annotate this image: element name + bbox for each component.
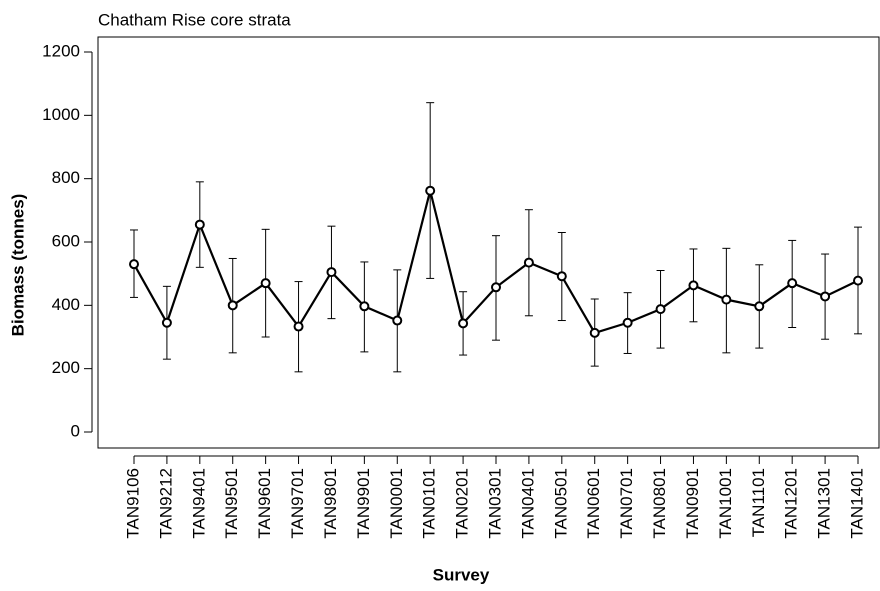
point — [326, 267, 337, 278]
point — [523, 257, 534, 268]
y-tick-label: 1000 — [42, 105, 80, 124]
x-tick-label: TAN0501 — [551, 468, 570, 539]
point — [293, 321, 304, 332]
point — [820, 291, 831, 302]
point — [129, 259, 139, 270]
plot-frame — [97, 36, 880, 449]
x-tick-label: TAN9701 — [288, 468, 307, 539]
x-tick-label: TAN0601 — [584, 468, 603, 539]
point — [359, 301, 370, 312]
x-tick-label: TAN0701 — [617, 468, 636, 539]
point — [721, 294, 732, 305]
x-tick-label: TAN9212 — [156, 468, 175, 539]
point — [589, 327, 600, 338]
chart-title: Chatham Rise core strata — [98, 10, 291, 29]
x-tick-label: TAN9601 — [255, 468, 274, 539]
x-tick-label: TAN1201 — [782, 468, 801, 539]
point — [161, 317, 172, 328]
y-tick-label: 200 — [52, 358, 80, 377]
x-tick-label: TAN0201 — [453, 468, 472, 539]
x-tick-label: TAN9801 — [321, 468, 340, 539]
point — [194, 219, 205, 230]
point — [787, 278, 798, 289]
point — [853, 275, 863, 286]
point — [622, 317, 633, 328]
point — [491, 282, 501, 293]
x-tick-label: TAN9501 — [222, 468, 241, 539]
y-tick-label: 400 — [52, 295, 80, 314]
y-tick-label: 1200 — [42, 41, 80, 60]
x-tick-label: TAN0301 — [485, 468, 504, 539]
y-tick-label: 600 — [52, 231, 80, 250]
x-tick-label: TAN1101 — [749, 468, 768, 537]
x-tick-label: TAN0901 — [683, 468, 702, 539]
x-tick-label: TAN0101 — [420, 468, 439, 539]
point — [754, 301, 765, 312]
x-tick-label: TAN9401 — [189, 468, 208, 539]
point — [655, 304, 666, 315]
point — [227, 300, 238, 311]
point — [260, 278, 271, 289]
x-tick-label: TAN0001 — [387, 468, 406, 539]
x-tick-label: TAN1401 — [847, 468, 866, 539]
point — [392, 315, 403, 326]
x-axis-title: Survey — [433, 565, 490, 584]
x-tick-label: TAN1301 — [815, 468, 834, 539]
point — [425, 185, 436, 196]
x-tick-label: TAN0801 — [650, 468, 669, 539]
point — [556, 271, 567, 282]
y-tick-label: 0 — [71, 421, 80, 440]
point — [458, 318, 469, 329]
x-tick-label: TAN0401 — [518, 468, 537, 539]
x-tick-label: TAN1001 — [716, 468, 735, 539]
y-tick-label: 800 — [52, 168, 80, 187]
y-axis-title: Biomass (tonnes) — [8, 194, 27, 337]
point — [688, 280, 699, 291]
x-tick-label: TAN9106 — [123, 468, 142, 539]
x-tick-label: TAN9901 — [354, 468, 373, 539]
